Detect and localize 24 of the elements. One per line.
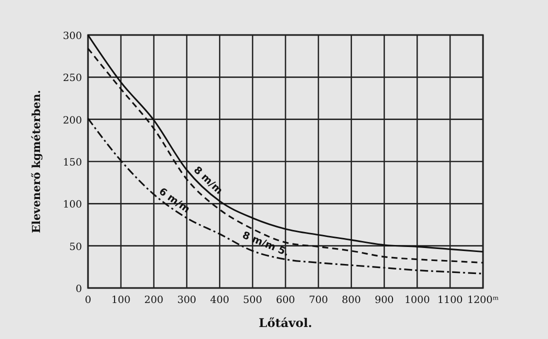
x-tick-label: 800 [342,295,361,306]
x-axis-title: Lőtávol. [258,316,312,330]
x-tick-label: 300 [177,295,196,306]
x-tick-label: 500 [243,295,262,306]
x-tick-label: 1000 [404,295,430,306]
y-axis-title: Elevenerő kgméterben. [30,90,43,234]
y-tick-label: 250 [62,73,82,84]
line-series [87,118,484,274]
y-tick-label: 50 [69,242,82,253]
x-tick-label: 1200ᵐ [467,295,499,306]
x-tick-label: 200 [144,295,164,306]
y-tick-label: 200 [62,115,82,126]
x-tick-label: 1100 [437,295,463,306]
text: 8 m/m 5. [240,230,290,259]
x-tick-label: 100 [111,295,130,306]
y-tick-label: 150 [62,158,82,168]
x-tick-label: 700 [308,295,328,306]
x-tick-label: 0 [84,295,92,306]
y-tick-label: 0 [76,284,82,295]
x-tick-label: 600 [276,295,296,306]
x-tick-label: 400 [210,295,230,306]
y-tick-label: 300 [62,31,82,42]
y-tick-label: 100 [62,200,82,211]
x-tick-label: 900 [374,295,394,306]
